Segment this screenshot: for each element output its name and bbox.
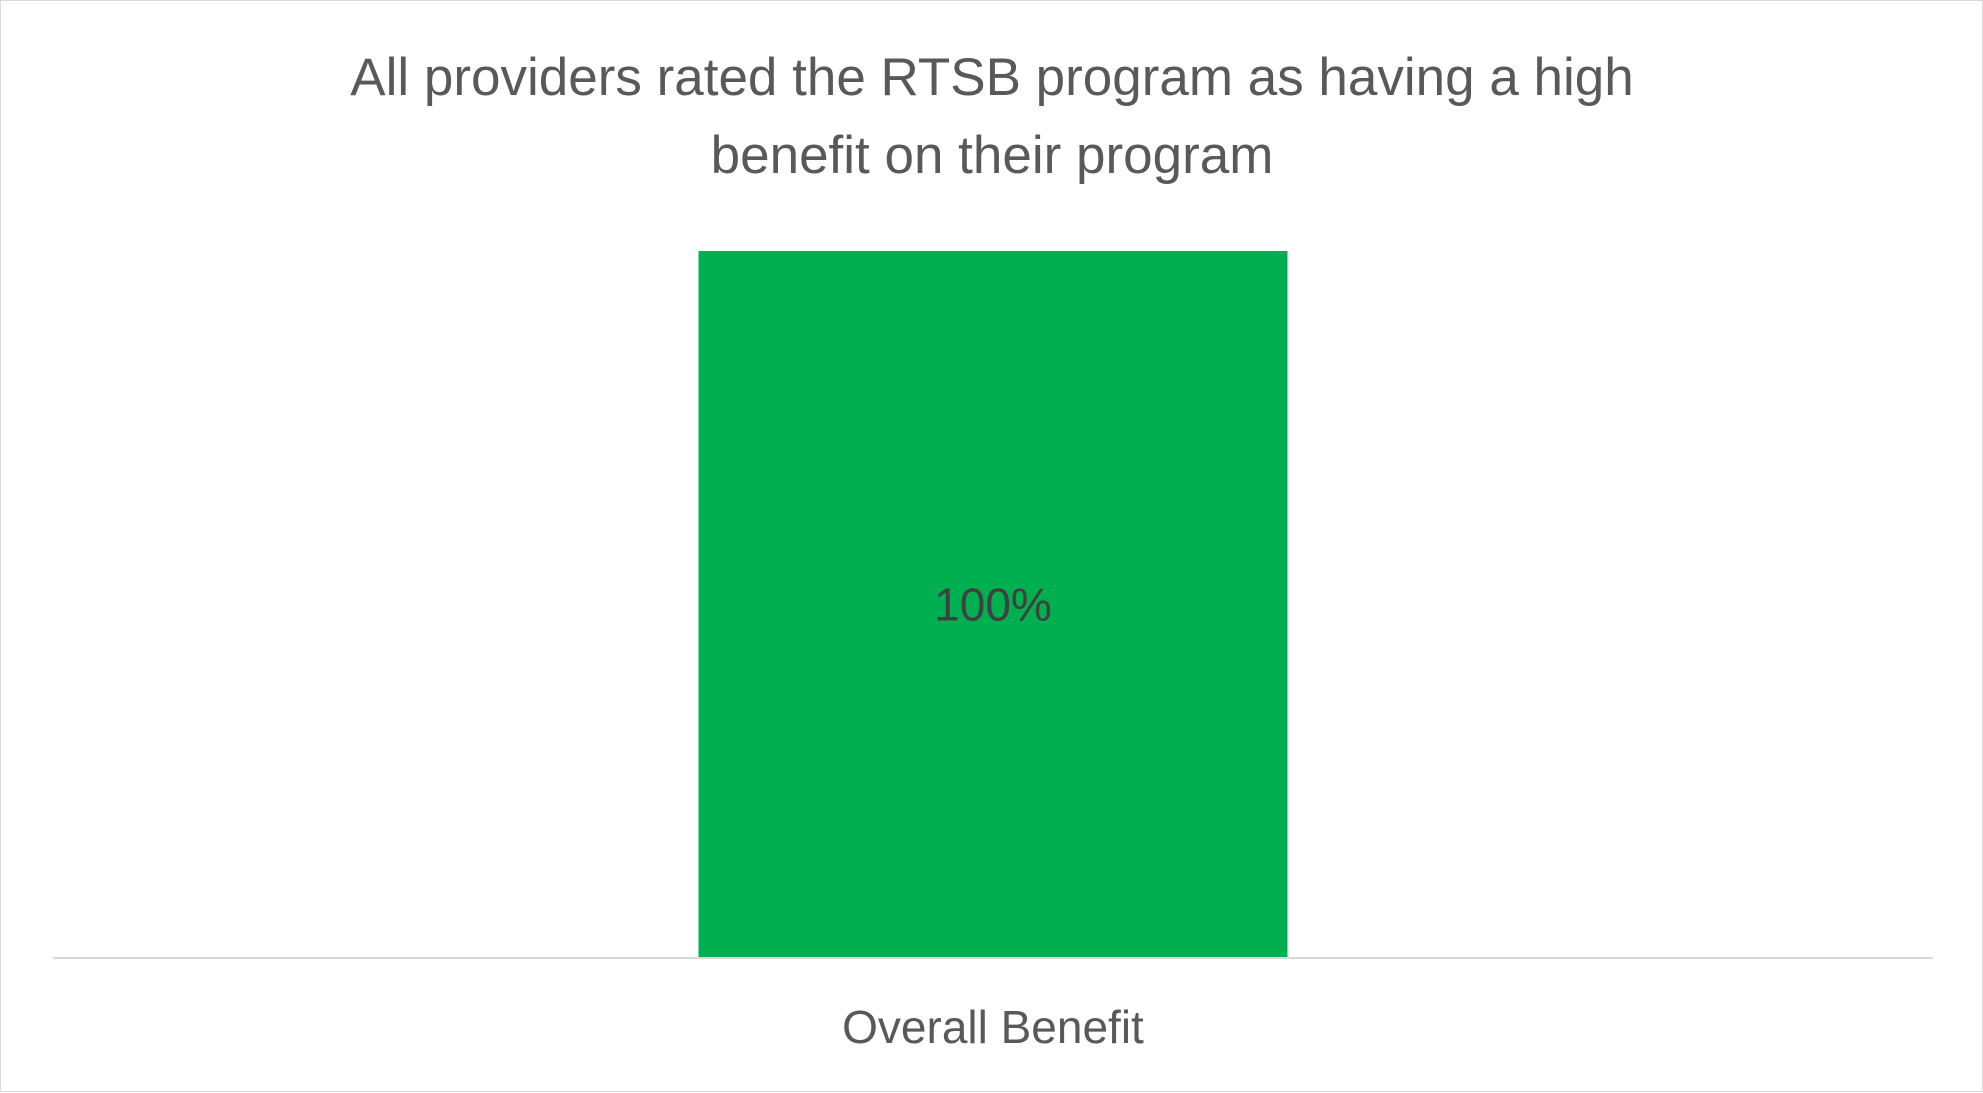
chart-title-line-2: benefit on their program bbox=[711, 126, 1274, 185]
data-label: 100% bbox=[934, 579, 1052, 631]
category-label: Overall Benefit bbox=[842, 1001, 1144, 1053]
chart-title: All providers rated the RTSB program as … bbox=[350, 48, 1633, 185]
chart-title-line-1: All providers rated the RTSB program as … bbox=[350, 48, 1633, 107]
bar-overall-benefit bbox=[698, 251, 1288, 958]
plot-area: 100% Overall Benefit bbox=[53, 251, 1933, 1053]
